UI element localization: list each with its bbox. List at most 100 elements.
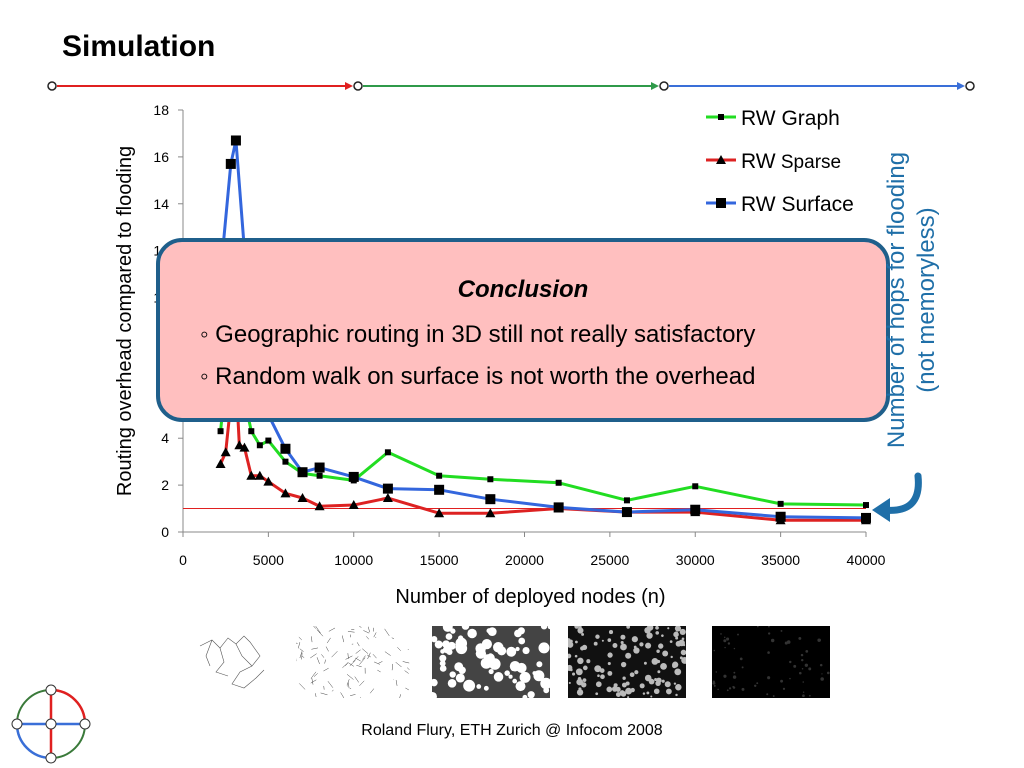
series-line [220,138,867,520]
network-hole [732,686,736,689]
slide-title: Simulation [62,30,216,63]
network-edge [347,631,355,633]
data-point [282,458,289,465]
progress-timeline [47,81,975,91]
network-hole [455,642,468,655]
network-hole [593,641,598,646]
network-hole [568,641,574,648]
network-hole [575,640,578,644]
y-tick-label: 14 [153,196,169,212]
network-hole [519,671,531,683]
network-hole [741,687,745,691]
network-edge [377,669,381,673]
side-note-line-2: (not memoryless) [913,207,940,393]
network-hole [601,639,604,642]
data-point [555,479,562,486]
network-hole [662,650,669,657]
network-hole [650,695,653,698]
network-hole [536,661,543,668]
network-hole [655,626,659,630]
network-hole [675,684,682,691]
network-hole [577,657,584,665]
network-hole [572,672,576,676]
network-edge [356,665,362,668]
y-tick-label: 2 [161,477,169,493]
network-thumbnail-sparse [199,635,265,689]
network-hole [574,654,578,658]
network-edge [310,653,317,659]
data-point [314,501,325,511]
network-edge [378,661,383,664]
network-hole [767,651,770,654]
data-point [863,502,869,509]
network-hole [488,668,494,675]
network-hole [664,681,671,688]
network-edge [340,692,345,698]
network-hole [626,626,631,629]
network-hole [445,633,453,640]
network-edge [391,637,395,640]
network-edge [345,662,349,666]
data-point [297,467,308,478]
data-point [692,483,699,490]
data-point [487,476,494,483]
network-hole [789,660,792,664]
network-thumbnail-medium [296,626,414,698]
network-hole [538,642,550,654]
network-edge [310,671,317,679]
network-hole [798,636,802,640]
network-edge [315,626,321,634]
data-point [434,484,445,495]
y-tick-label: 18 [153,102,169,118]
network-hole [432,678,438,687]
data-point [485,508,496,518]
network-hole [620,661,627,668]
network-hole [633,645,637,649]
network-hole [577,627,584,634]
x-tick-label: 25000 [590,552,629,568]
network-hole [819,663,823,667]
x-tick-label: 35000 [761,552,800,568]
network-hole [801,658,804,662]
network-hole [532,671,537,676]
data-point [215,459,226,469]
network-edge [367,652,371,660]
network-hole [770,638,775,643]
network-edge [321,654,325,658]
network-hole [449,671,456,678]
network-hole [739,657,743,661]
data-point [314,462,325,473]
eth-logo-icon [11,684,91,764]
network-hole [625,652,632,659]
network-hole [634,670,639,675]
network-hole [639,683,645,689]
network-hole [667,627,670,630]
network-hole [737,633,739,636]
network-hole [595,681,602,688]
network-hole [733,671,736,674]
network-hole [486,628,492,634]
data-point [861,512,871,523]
network-edge [346,674,354,680]
data-point [436,472,443,479]
network-hole [682,658,685,661]
network-hole [620,640,624,645]
network-edge [372,654,377,659]
network-hole [780,679,784,683]
data-point [263,476,274,486]
network-hole [510,666,516,672]
network-edge [395,662,402,668]
legend-label: RW Surface [741,193,854,216]
data-point [246,470,257,480]
network-hole [619,690,625,696]
network-hole [575,668,583,676]
network-hole [727,642,731,645]
network-edge [328,627,336,632]
network-hole [819,639,822,641]
x-tick-label: 40000 [847,552,886,568]
slide-footer: Roland Flury, ETH Zurich @ Infocom 2008 [361,722,663,739]
network-edge [366,636,370,640]
network-hole [439,654,447,662]
data-point [382,483,393,494]
network-hole [581,633,585,636]
